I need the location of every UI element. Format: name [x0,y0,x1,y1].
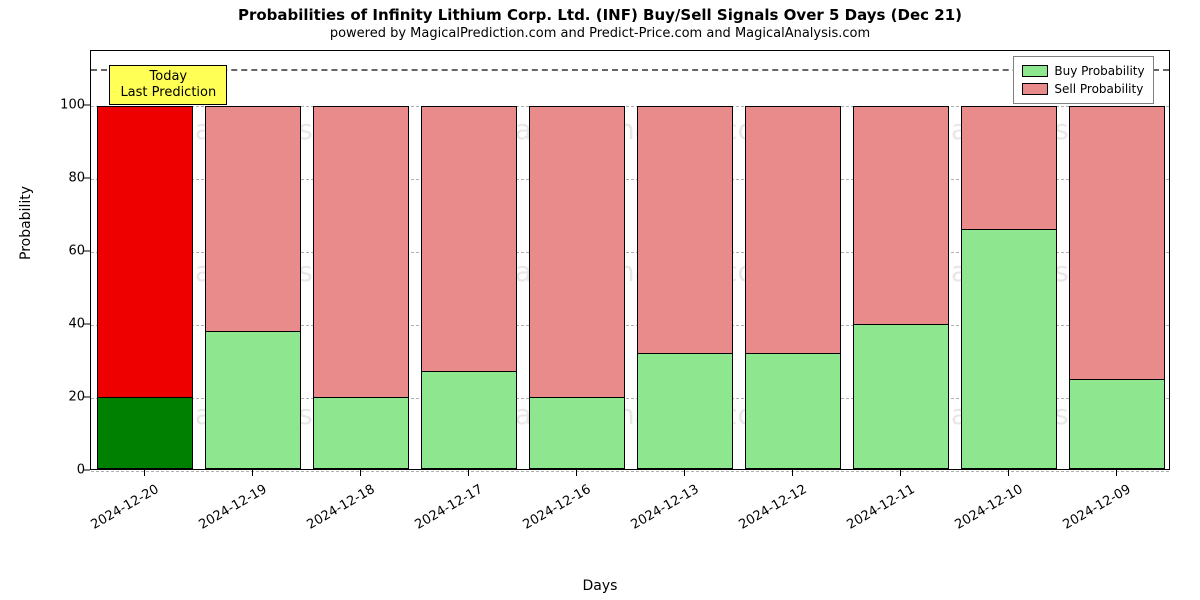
buy-bar [853,323,948,469]
buy-bar [745,352,840,469]
legend: Buy Probability Sell Probability [1013,56,1153,104]
legend-item: Buy Probability [1022,62,1144,80]
buy-bar [97,396,192,469]
sell-bar [529,106,624,398]
y-tick-mark [84,250,90,251]
buy-bar [529,396,624,469]
sell-bar [205,106,300,332]
legend-label: Buy Probability [1054,64,1144,78]
today-annotation: TodayLast Prediction [109,65,227,106]
annotation-line: Last Prediction [120,85,216,101]
sell-bar [961,106,1056,230]
y-tick-label: 100 [55,97,85,112]
buy-bar [421,370,516,469]
sell-bar [421,106,516,373]
buy-bar [313,396,408,469]
y-axis-label: Probability [18,186,34,260]
x-tick-mark [1008,470,1009,476]
x-tick-mark [576,470,577,476]
y-tick-label: 20 [55,389,85,404]
x-tick-mark [468,470,469,476]
buy-bar [205,330,300,469]
sell-bar [97,106,192,398]
sell-bar [745,106,840,354]
x-tick-mark [900,470,901,476]
x-tick-mark [252,470,253,476]
x-tick-mark [1116,470,1117,476]
y-tick-label: 80 [55,170,85,185]
chart-subtitle: powered by MagicalPrediction.com and Pre… [0,26,1200,41]
sell-bar [853,106,948,325]
x-tick-mark [360,470,361,476]
y-tick-mark [84,470,90,471]
reference-line [91,69,1169,71]
buy-bar [1069,378,1164,469]
legend-swatch [1022,65,1048,77]
plot-area: MagicalAnalysis.comMagicalAnalysis.comMa… [90,50,1170,470]
y-tick-mark [84,396,90,397]
legend-item: Sell Probability [1022,80,1144,98]
y-tick-label: 60 [55,243,85,258]
x-tick-mark [144,470,145,476]
buy-bar [637,352,732,469]
legend-swatch [1022,83,1048,95]
sell-bar [313,106,408,398]
y-tick-label: 0 [55,463,85,478]
sell-bar [1069,106,1164,380]
x-tick-mark [792,470,793,476]
y-tick-label: 40 [55,316,85,331]
y-tick-mark [84,104,90,105]
legend-label: Sell Probability [1054,82,1143,96]
y-tick-mark [84,177,90,178]
chart-title: Probabilities of Infinity Lithium Corp. … [0,6,1200,24]
buy-bar [961,228,1056,469]
x-tick-mark [684,470,685,476]
x-axis-label: Days [0,578,1200,594]
annotation-line: Today [120,69,216,85]
y-tick-mark [84,323,90,324]
sell-bar [637,106,732,354]
